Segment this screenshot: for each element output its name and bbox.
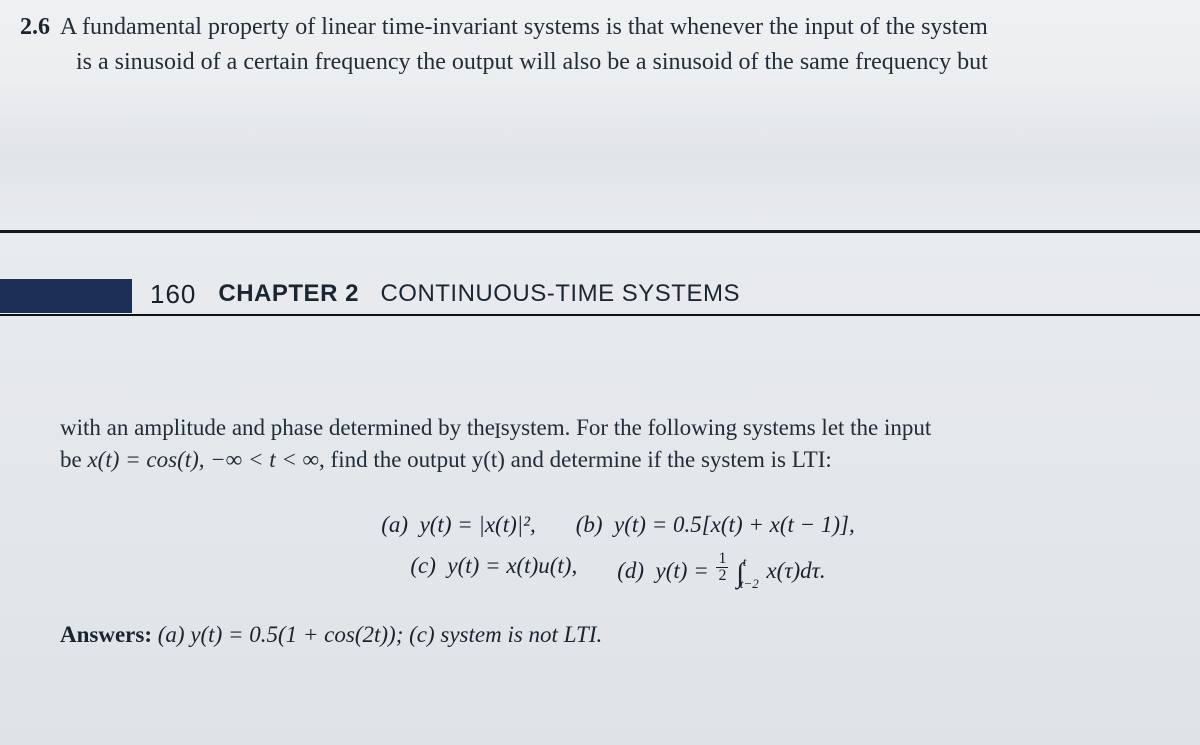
page-number: 160 bbox=[132, 279, 218, 314]
running-header: 160 CHAPTER 2 CONTINUOUS-TIME SYSTEMS bbox=[0, 279, 1200, 316]
problem-line2: is a sinusoid of a certain frequency the… bbox=[20, 45, 1168, 80]
chapter-title: CONTINUOUS-TIME SYSTEMS bbox=[380, 280, 740, 307]
equation-block: (a) y(t) = |x(t)|², (b) y(t) = 0.5[x(t) … bbox=[60, 504, 1176, 596]
textbook-page: 2.6 A fundamental property of linear tim… bbox=[0, 0, 1200, 745]
equation-row-2: (c) y(t) = x(t)u(t), (d) y(t) = 12 ∫t−2t… bbox=[60, 545, 1176, 595]
integrand: x(τ)dτ. bbox=[766, 558, 825, 583]
problem-number: 2.6 bbox=[20, 10, 50, 45]
answers-label: Answers: bbox=[60, 622, 152, 647]
body-line2-prefix: be bbox=[60, 447, 87, 472]
body-line1: with an amplitude and phase determined b… bbox=[60, 412, 1176, 444]
problem-body: with an amplitude and phase determined b… bbox=[0, 316, 1200, 596]
body-line2: be x(t) = cos(t), −∞ < t < ∞, find the o… bbox=[60, 444, 1176, 476]
equation-a: (a) y(t) = |x(t)|², bbox=[381, 504, 535, 545]
equation-d: (d) y(t) = 12 ∫t−2tx(τ)dτ. bbox=[617, 545, 825, 595]
text-cursor-icon: I bbox=[494, 418, 501, 444]
chapter-number: CHAPTER 2 bbox=[218, 280, 359, 307]
body-line2-math: x(t) = cos(t), −∞ < t < ∞ bbox=[87, 447, 319, 472]
fraction-denominator: 2 bbox=[716, 568, 728, 584]
part-b-expr: y(t) = 0.5[x(t) + x(t − 1)], bbox=[614, 512, 855, 537]
scan-gradient bbox=[0, 70, 1200, 240]
part-d-lhs: y(t) = bbox=[656, 558, 715, 583]
equation-row-1: (a) y(t) = |x(t)|², (b) y(t) = 0.5[x(t) … bbox=[60, 504, 1176, 545]
part-c-expr: y(t) = x(t)u(t), bbox=[447, 553, 577, 578]
part-c-label: (c) bbox=[410, 553, 436, 578]
part-a-expr: y(t) = |x(t)|², bbox=[420, 512, 536, 537]
equation-b: (b) y(t) = 0.5[x(t) + x(t − 1)], bbox=[576, 504, 855, 545]
part-b-label: (b) bbox=[576, 512, 603, 537]
answers-text: (a) y(t) = 0.5(1 + cos(2t)); (c) system … bbox=[152, 622, 602, 647]
part-d-label: (d) bbox=[617, 558, 644, 583]
page-break-zone: 160 CHAPTER 2 CONTINUOUS-TIME SYSTEMS bbox=[0, 230, 1200, 316]
chapter-label: CHAPTER 2 CONTINUOUS-TIME SYSTEMS bbox=[218, 280, 740, 312]
answers-line: Answers: (a) y(t) = 0.5(1 + cos(2t)); (c… bbox=[0, 622, 1200, 648]
part-a-label: (a) bbox=[381, 512, 408, 537]
integral-upper-limit: t bbox=[743, 554, 747, 569]
integral-lower-limit: t−2 bbox=[740, 576, 759, 591]
problem-lead-row: 2.6 A fundamental property of linear tim… bbox=[20, 10, 1168, 45]
problem-intro-block: 2.6 A fundamental property of linear tim… bbox=[0, 0, 1200, 80]
fraction-half: 12 bbox=[716, 551, 728, 584]
top-rule bbox=[0, 230, 1200, 233]
body-line2-suffix: , find the output y(t) and determine if … bbox=[319, 447, 832, 472]
problem-line1: A fundamental property of linear time-in… bbox=[60, 10, 1168, 45]
fraction-numerator: 1 bbox=[716, 551, 728, 568]
equation-c: (c) y(t) = x(t)u(t), bbox=[410, 545, 577, 595]
header-color-block bbox=[0, 279, 132, 313]
